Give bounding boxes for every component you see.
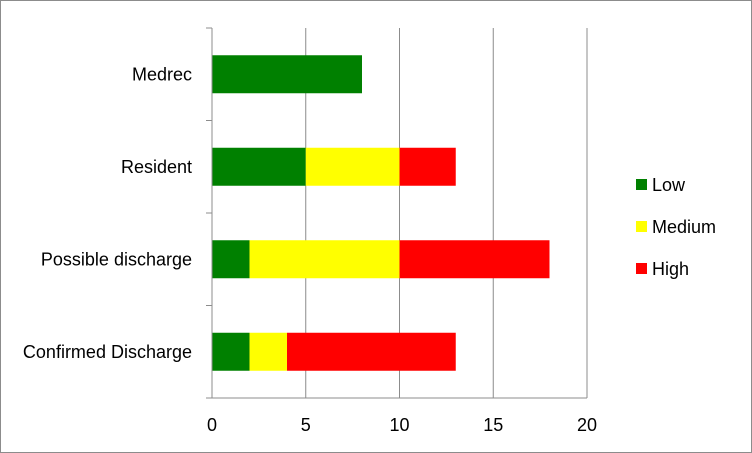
x-tick-label-20: 20 <box>577 415 597 435</box>
x-tick-label-15: 15 <box>483 415 503 435</box>
bar-confirmed-discharge-low <box>212 332 250 371</box>
y-tick-label: Confirmed Discharge <box>23 342 192 362</box>
legend-swatch-medium <box>636 221 647 232</box>
y-axis-labels: Medrec Resident Possible discharge Confirme… <box>23 64 192 362</box>
legend-label-low: Low <box>652 175 686 195</box>
x-tick-label-0: 0 <box>207 415 217 435</box>
bars <box>212 55 550 371</box>
legend: Low Medium High <box>636 175 716 279</box>
y-tick-label: Possible discharge <box>41 249 192 269</box>
y-tick-label: Medrec <box>132 64 192 84</box>
legend-swatch-high <box>636 263 647 274</box>
axes <box>206 27 587 399</box>
y-tick-label: Resident <box>121 157 192 177</box>
bar-possible-discharge-high <box>399 240 550 279</box>
x-tick-label-5: 5 <box>301 415 311 435</box>
bar-possible-discharge-medium <box>249 240 400 279</box>
bar-resident-low <box>212 147 306 186</box>
bar-confirmed-discharge-medium <box>249 332 287 371</box>
bar-medrec-low <box>212 55 362 94</box>
bar-possible-discharge-low <box>212 240 250 279</box>
bar-resident-medium <box>305 147 400 186</box>
x-axis-labels: 0 5 10 15 20 <box>207 415 597 435</box>
legend-label-medium: Medium <box>652 217 716 237</box>
x-tick-label-10: 10 <box>389 415 409 435</box>
bar-resident-high <box>399 147 456 186</box>
legend-swatch-low <box>636 179 647 190</box>
bar-confirmed-discharge-high <box>287 332 456 371</box>
legend-label-high: High <box>652 259 689 279</box>
